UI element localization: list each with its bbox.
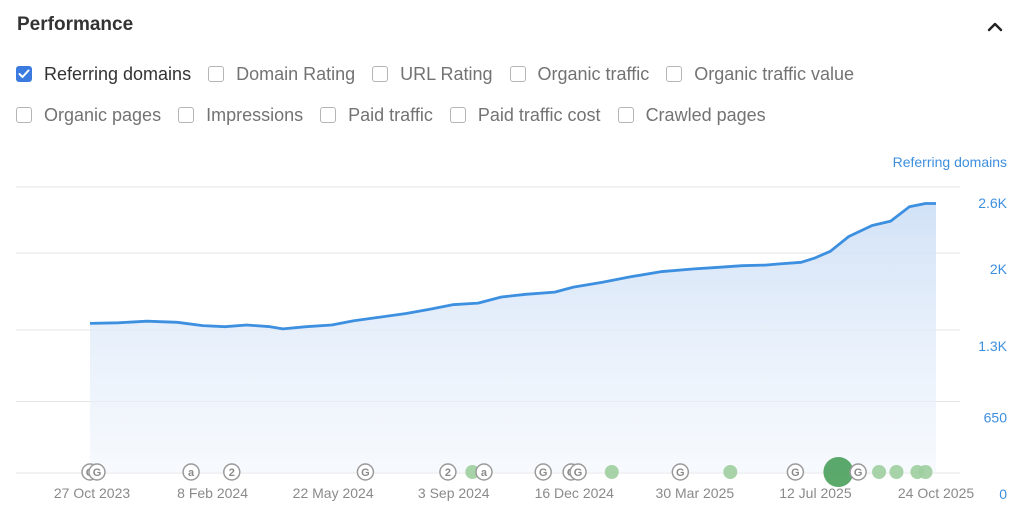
event-marker-G[interactable]: G: [786, 463, 805, 481]
checkbox-label: Paid traffic: [348, 104, 433, 125]
checkbox-label: Organic traffic value: [694, 63, 854, 84]
event-marker-G[interactable]: G: [534, 463, 552, 481]
event-marker-2[interactable]: 2: [223, 463, 241, 481]
checkbox-label: Referring domains: [44, 63, 192, 84]
checkbox-impressions[interactable]: Impressions: [178, 105, 303, 126]
checkbox-box[interactable]: [666, 66, 683, 82]
checkbox-row-2: Organic pages Impressions Paid traffic P…: [16, 103, 1006, 127]
checkbox-paid-traffic[interactable]: Paid traffic: [320, 105, 433, 126]
checkbox-row-1: Referring domains Domain Rating URL Rati…: [16, 62, 1006, 86]
section-title: Performance: [17, 14, 134, 35]
metric-checkboxes: Referring domains Domain Rating URL Rati…: [16, 62, 1006, 144]
event-marker-G[interactable]: G: [569, 463, 587, 481]
svg-text:G: G: [676, 467, 685, 479]
checkbox-box[interactable]: [16, 107, 32, 123]
y-tick-label: 2.6K: [978, 195, 1007, 211]
event-marker-a[interactable]: a: [182, 463, 200, 481]
svg-text:2: 2: [229, 467, 235, 479]
checkbox-organic-pages[interactable]: Organic pages: [16, 105, 161, 126]
event-dot[interactable]: [465, 465, 480, 479]
checkbox-box[interactable]: [208, 66, 225, 82]
checkbox-label: Impressions: [206, 104, 304, 125]
checkbox-referring-domains[interactable]: Referring domains: [16, 64, 191, 85]
svg-text:2: 2: [445, 467, 451, 479]
checkbox-label: Paid traffic cost: [477, 104, 601, 125]
svg-text:G: G: [574, 467, 583, 479]
y-tick-label: 2K: [990, 261, 1008, 277]
x-tick-label: 16 Dec 2024: [535, 485, 615, 501]
checkbox-crawled-pages[interactable]: Crawled pages: [617, 104, 766, 126]
y-tick-label: 650: [984, 410, 1008, 426]
event-dot[interactable]: [723, 465, 738, 479]
x-tick-label: 12 Jul 2025: [779, 485, 852, 501]
chevron-up-icon: [987, 22, 1003, 32]
x-tick-label: 22 May 2024: [293, 485, 374, 501]
svg-text:a: a: [481, 467, 488, 479]
svg-text:a: a: [188, 467, 195, 479]
checkbox-domain-rating[interactable]: Domain Rating: [208, 64, 355, 85]
event-dot[interactable]: [918, 465, 933, 479]
checkbox-box[interactable]: [16, 66, 32, 82]
checkbox-box[interactable]: [509, 66, 526, 82]
checkbox-label: URL Rating: [400, 63, 493, 84]
performance-chart: Referring domains 2.6K 2K 1.3K 650 0 G Ga 2 G 2 a…: [16, 154, 1008, 502]
checkbox-organic-traffic[interactable]: Organic traffic: [509, 63, 650, 85]
checkmark-icon: [18, 69, 30, 78]
event-dot[interactable]: [889, 465, 904, 479]
event-marker-G[interactable]: G: [671, 463, 690, 481]
event-marker-2[interactable]: 2: [439, 463, 457, 481]
checkbox-paid-traffic-cost[interactable]: Paid traffic cost: [449, 104, 601, 126]
svg-text:G: G: [361, 467, 370, 479]
event-dot[interactable]: [604, 465, 619, 479]
checkbox-box[interactable]: [320, 107, 337, 123]
checkbox-box[interactable]: [178, 107, 195, 123]
x-tick-label: 3 Sep 2024: [418, 485, 490, 501]
checkbox-label: Domain Rating: [236, 63, 356, 84]
svg-text:G: G: [539, 467, 548, 479]
checkbox-label: Organic traffic: [537, 63, 650, 84]
checkbox-url-rating[interactable]: URL Rating: [372, 63, 493, 85]
event-marker-G[interactable]: G: [356, 463, 375, 481]
series-line: [89, 202, 936, 331]
event-marker-a[interactable]: a: [475, 463, 493, 481]
x-tick-label: 24 Oct 2025: [898, 485, 974, 501]
event-marker-G[interactable]: G: [849, 463, 867, 481]
collapse-button[interactable]: [984, 16, 1006, 38]
y-axis-title: Referring domains: [893, 154, 1007, 170]
event-cluster[interactable]: [823, 457, 854, 487]
checkbox-box[interactable]: [372, 66, 389, 82]
svg-text:G: G: [854, 467, 863, 479]
x-tick-label: 8 Feb 2024: [177, 485, 248, 501]
event-marker-G[interactable]: G: [88, 463, 106, 481]
event-dot[interactable]: [872, 465, 887, 479]
y-tick-label: 1.3K: [978, 338, 1007, 354]
svg-text:G: G: [791, 467, 800, 479]
x-tick-label: 27 Oct 2023: [54, 485, 130, 501]
checkbox-box[interactable]: [617, 107, 634, 123]
checkbox-label: Organic pages: [44, 104, 162, 125]
checkbox-organic-traffic-value[interactable]: Organic traffic value: [666, 64, 854, 85]
svg-text:G: G: [93, 467, 102, 479]
checkbox-label: Crawled pages: [645, 104, 766, 125]
x-tick-label: 30 Mar 2025: [656, 485, 735, 501]
checkbox-box[interactable]: [449, 107, 466, 123]
series-area: [90, 203, 936, 473]
y-tick-label: 0: [999, 486, 1007, 502]
